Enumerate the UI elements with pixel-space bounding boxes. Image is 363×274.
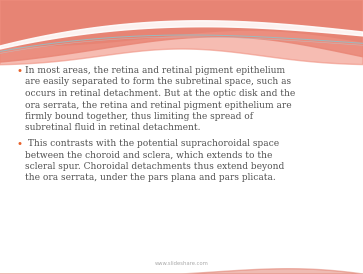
Polygon shape: [0, 0, 363, 62]
Text: the ora serrata, under the pars plana and pars plicata.: the ora serrata, under the pars plana an…: [25, 173, 276, 182]
Polygon shape: [0, 21, 363, 49]
Polygon shape: [0, 269, 363, 274]
Text: ora serrata, the retina and retinal pigment epithelium are: ora serrata, the retina and retinal pigm…: [25, 101, 291, 110]
Text: scleral spur. Choroidal detachments thus extend beyond: scleral spur. Choroidal detachments thus…: [25, 162, 284, 171]
Text: In most areas, the retina and retinal pigment epithelium: In most areas, the retina and retinal pi…: [25, 66, 285, 75]
Text: •: •: [16, 66, 22, 76]
Text: This contrasts with the potential suprachoroidal space: This contrasts with the potential suprac…: [25, 139, 279, 148]
Text: occurs in retinal detachment. But at the optic disk and the: occurs in retinal detachment. But at the…: [25, 89, 295, 98]
Text: subretinal fluid in retinal detachment.: subretinal fluid in retinal detachment.: [25, 124, 200, 133]
Text: •: •: [16, 139, 22, 149]
Polygon shape: [0, 0, 363, 65]
Text: between the choroid and sclera, which extends to the: between the choroid and sclera, which ex…: [25, 150, 272, 159]
Text: firmly bound together, thus limiting the spread of: firmly bound together, thus limiting the…: [25, 112, 253, 121]
Text: www.slideshare.com: www.slideshare.com: [155, 261, 208, 266]
Polygon shape: [0, 0, 363, 46]
Text: are easily separated to form the subretinal space, such as: are easily separated to form the subreti…: [25, 78, 291, 87]
